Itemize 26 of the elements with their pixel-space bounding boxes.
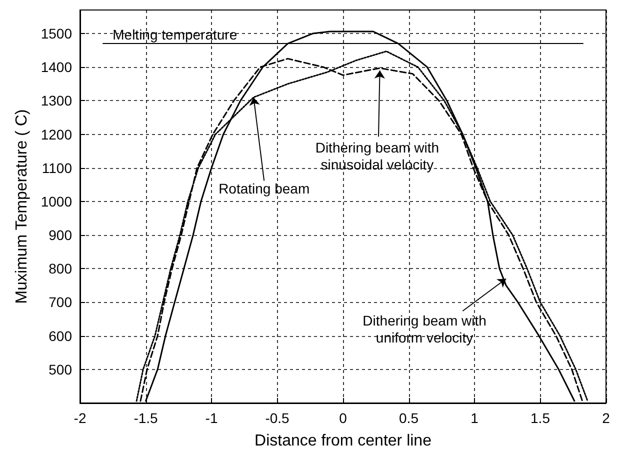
x-tick-label: 2 (602, 410, 610, 426)
x-tick-label: -0.5 (265, 410, 290, 426)
x-tick-label: -1 (205, 410, 218, 426)
y-tick-label: 1300 (40, 92, 72, 109)
x-tick-label: 1.5 (530, 410, 550, 426)
y-tick-label: 1000 (40, 193, 72, 210)
y-tick-label: 500 (48, 361, 72, 378)
annotation: Rotating beam (218, 180, 310, 197)
x-tick-label: 1 (470, 410, 479, 426)
y-tick-label: 900 (48, 227, 72, 244)
y-tick-label: 1500 (40, 26, 72, 42)
y-tick-label: 600 (48, 328, 72, 344)
y-axis-title: Muximum Temperature ( C) (13, 109, 30, 304)
y-tick-label: 1100 (42, 160, 72, 176)
y-tick-label: 1400 (40, 59, 72, 76)
x-tick-label: 0.5 (399, 410, 419, 426)
ref-line-label: Melting temperature (112, 26, 238, 43)
annotation: Dithering beam with sinusoidal velocity (315, 140, 440, 173)
x-tick-label: -2 (74, 410, 86, 426)
x-axis-title: Distance from center line (254, 432, 432, 450)
y-tick-label: 800 (48, 260, 72, 277)
annotation: Dithering beam with uniform velocity (362, 312, 486, 346)
y-tick-label: 1200 (40, 126, 72, 142)
y-tick-label: 700 (48, 294, 72, 310)
x-tick-label: 0 (339, 410, 348, 426)
x-tick-label: -1.5 (134, 410, 158, 426)
